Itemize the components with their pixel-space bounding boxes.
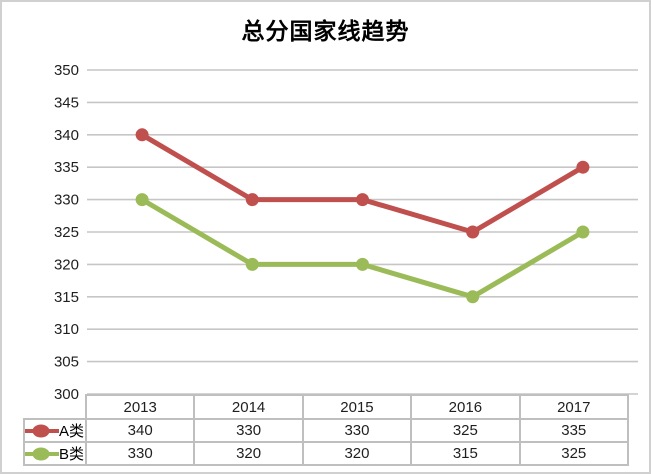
table-header-cell-year: 2014: [193, 394, 304, 420]
chart-title: 总分国家线趋势: [241, 19, 410, 44]
legend-label: B类: [59, 446, 85, 463]
data-point-marker-A类: [466, 225, 480, 239]
y-axis-label: 315: [54, 289, 79, 306]
table-value-cell: 335: [518, 418, 629, 443]
table-header-cell-year: 2017: [518, 394, 629, 420]
data-table: 2013 2014 2015 2016 2017 A类 340 330 330 325 335 B类 3…: [23, 394, 629, 466]
data-point-marker-B类: [466, 290, 480, 304]
y-axis-label: 320: [54, 256, 79, 273]
table-header-cell-year: 2013: [84, 394, 196, 420]
legend-cell-A类: A类: [23, 418, 87, 443]
table-value-cell: 330: [193, 418, 304, 443]
table-value-cell: 320: [193, 441, 304, 466]
legend-key-icon-B类: [26, 447, 59, 460]
y-axis-label: 310: [54, 321, 79, 338]
table-header-cell-year: 2016: [410, 394, 521, 420]
table-header-row: 2013 2014 2015 2016 2017: [24, 394, 629, 420]
y-axis-label: 350: [54, 62, 79, 79]
table-corner-empty: [24, 395, 86, 419]
data-point-marker-A类: [135, 128, 149, 142]
data-point-marker-A类: [576, 160, 590, 174]
table-value-cell: 325: [518, 441, 629, 466]
y-axis-label: 330: [54, 192, 79, 209]
y-axis-label: 340: [54, 127, 79, 144]
table-row-B类: B类 330 320 320 315 325: [23, 441, 629, 466]
table-value-cell: 320: [301, 441, 413, 466]
data-point-marker-B类: [245, 257, 259, 271]
y-axis-label: 305: [54, 354, 79, 371]
table-value-cell: 330: [301, 418, 413, 443]
series-line-B类: [139, 197, 586, 300]
y-axis-label: 335: [54, 159, 79, 176]
series-line-A类: [139, 132, 586, 235]
table-value-cell: 340: [84, 418, 196, 443]
data-point-marker-B类: [356, 257, 369, 271]
legend-cell-B类: B类: [23, 441, 87, 466]
table-value-cell: 315: [410, 441, 521, 466]
y-axis-label: 325: [54, 224, 79, 241]
data-point-marker-B类: [576, 225, 590, 239]
legend-label: A类: [59, 423, 85, 440]
table-header-cell-year: 2015: [301, 394, 413, 420]
y-axis-label: 345: [54, 94, 79, 111]
table-value-cell: 330: [84, 441, 196, 466]
data-point-marker-A类: [245, 193, 259, 207]
table-value-cell: 325: [410, 418, 521, 443]
legend-key-icon-A类: [26, 424, 59, 437]
data-point-marker-A类: [356, 193, 369, 207]
table-row-A类: A类 340 330 330 325 335: [23, 418, 629, 443]
data-point-marker-B类: [135, 193, 149, 207]
y-axis-label: 300: [54, 386, 79, 403]
